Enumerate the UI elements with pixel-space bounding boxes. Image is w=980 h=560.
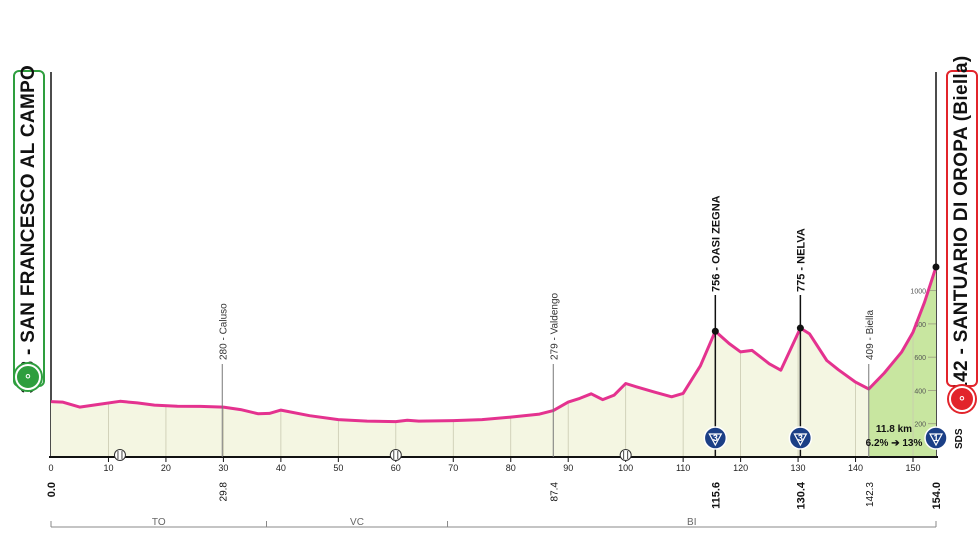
kom-summit-dot (711, 327, 719, 335)
finish-summit-dot (932, 263, 940, 271)
marker-km-label: 0.0 (46, 482, 58, 497)
final-climb-area (868, 267, 936, 457)
sprint-icon (113, 449, 126, 461)
km-tick-label: 0 (48, 463, 53, 473)
km-tick-label: 50 (333, 463, 343, 473)
kom-category-number: 1 (933, 433, 938, 443)
elev-tick-label: 1000 (910, 289, 926, 296)
km-tick-label: 130 (791, 463, 806, 473)
province-label: VC (350, 517, 364, 528)
start-label: 333 - SAN FRANCESCO AL CAMPO (18, 64, 39, 393)
km-tick-label: 110 (676, 463, 690, 473)
kom-triangle-icon (793, 433, 808, 447)
province-label: BI (687, 517, 696, 528)
marker-km-label: 154.0 (931, 482, 943, 510)
elev-tick-label: 800 (914, 322, 926, 329)
km-tick-label: 60 (391, 463, 401, 473)
climb-length-label: 11.8 km (876, 424, 912, 435)
marker-km-label: 130.4 (795, 481, 807, 509)
km-tick-label: 80 (506, 463, 516, 473)
marker-km-label: 87.4 (549, 482, 560, 502)
km-tick-label: 90 (563, 463, 573, 473)
finish-icon: ⚬ (949, 386, 975, 412)
km-tick-label: 30 (218, 463, 228, 473)
kom-category-number: 3 (798, 433, 803, 443)
marker-km-label: 29.8 (218, 482, 229, 502)
profile-line (50, 266, 938, 424)
finish-label: 1142 - SANTUARIO DI OROPA (Biella) (951, 55, 972, 402)
sds-label: SDS (954, 428, 965, 449)
kom-summit-dot (796, 324, 804, 332)
km-tick-label: 140 (848, 463, 863, 473)
start-icon: ⚬ (15, 364, 41, 390)
finish-badge: 1142 - SANTUARIO DI OROPA (Biella) (946, 55, 978, 402)
sprint-icon (619, 449, 632, 461)
waypoint-label: 409 - Biella (865, 310, 876, 360)
km-tick-label: 20 (161, 463, 171, 473)
marker-km-label: 142.3 (865, 482, 876, 507)
kom-triangle-icon (928, 433, 944, 447)
km-tick-label: 150 (905, 463, 920, 473)
kom-category-badge (924, 426, 948, 450)
km-tick-label: 40 (276, 463, 286, 473)
elev-tick-label: 600 (914, 355, 926, 362)
sprint-icon (389, 449, 402, 461)
kom-category-number: 3 (713, 433, 718, 443)
waypoint-label: 279 - Valdengo (549, 292, 560, 360)
kom-triangle-icon (708, 433, 723, 447)
kom-category-badge (703, 426, 728, 450)
kom-category-badge (788, 426, 813, 450)
kom-name-label: 775 - NELVA (795, 228, 807, 292)
marker-km-label: 115.6 (710, 482, 722, 509)
elev-tick-label: 200 (914, 422, 926, 429)
km-tick-label: 10 (103, 463, 113, 473)
km-tick-label: 120 (733, 463, 748, 473)
elev-tick-label: 400 (914, 388, 926, 395)
km-tick-label: 70 (448, 463, 458, 473)
province-label: TO (152, 517, 166, 528)
start-badge: 333 - SAN FRANCESCO AL CAMPO (13, 64, 45, 393)
climb-gradient-label: 6.2% ➔ 13% (866, 438, 923, 449)
waypoint-label: 280 - Caluso (218, 303, 229, 360)
kom-name-label: 756 - OASI ZEGNA (710, 195, 722, 292)
km-tick-label: 100 (618, 463, 633, 473)
